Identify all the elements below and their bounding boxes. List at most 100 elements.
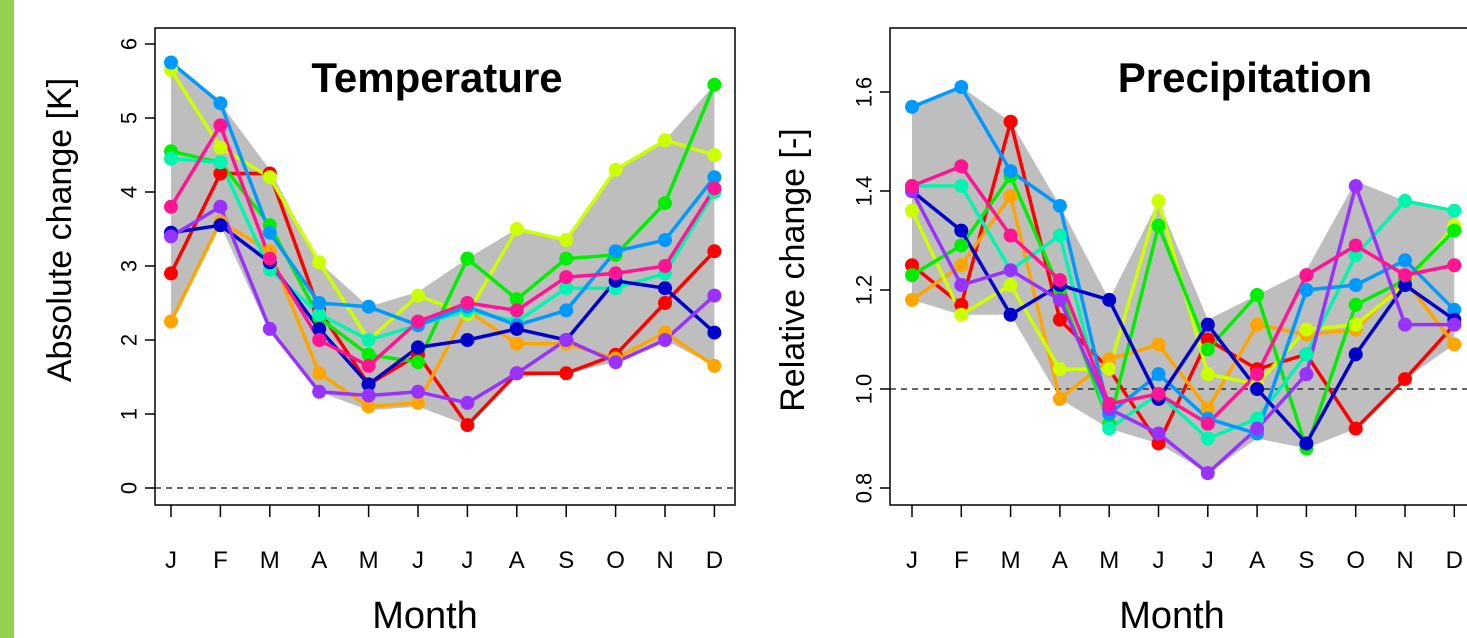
series-point bbox=[312, 333, 327, 347]
series-line-4 bbox=[911, 174, 1456, 451]
series-point bbox=[509, 336, 524, 351]
series-point bbox=[1447, 317, 1462, 332]
y-tick-label: 0.8 bbox=[852, 473, 877, 504]
series-point bbox=[1348, 179, 1363, 194]
series-point bbox=[509, 366, 524, 381]
series-point bbox=[1200, 367, 1215, 382]
series-point bbox=[262, 321, 277, 336]
series-line-6 bbox=[911, 85, 1456, 436]
series-point bbox=[658, 196, 672, 211]
series-point bbox=[411, 384, 425, 399]
x-tick-label: F bbox=[213, 547, 228, 574]
series-point bbox=[954, 80, 969, 95]
series-line-7 bbox=[170, 223, 716, 387]
series-point bbox=[1003, 164, 1018, 179]
series-line-6 bbox=[169, 61, 716, 327]
series-line-8 bbox=[170, 205, 716, 405]
series-point bbox=[1299, 322, 1314, 337]
series-point bbox=[460, 333, 475, 347]
x-tick-label: A bbox=[509, 547, 525, 574]
series-point bbox=[460, 418, 475, 433]
series-point bbox=[361, 388, 376, 403]
y-tick-label: 3 bbox=[117, 260, 142, 272]
series-point bbox=[312, 307, 327, 322]
series-point bbox=[1151, 193, 1166, 208]
x-tick-label: O bbox=[1346, 547, 1365, 574]
series-point bbox=[1102, 292, 1117, 307]
plot-area bbox=[155, 55, 735, 489]
series-point bbox=[1003, 114, 1018, 129]
series-point bbox=[1151, 426, 1166, 441]
series-point bbox=[213, 96, 228, 111]
range-band bbox=[912, 87, 1455, 474]
series-point bbox=[164, 314, 178, 329]
series-point bbox=[608, 162, 623, 177]
series-point bbox=[608, 355, 623, 370]
series-point bbox=[1250, 421, 1265, 436]
x-tick-label: M bbox=[1001, 547, 1021, 574]
series-point bbox=[658, 259, 672, 273]
series-point bbox=[312, 255, 327, 270]
x-tick-label: N bbox=[656, 547, 673, 574]
series-point bbox=[213, 118, 228, 133]
series-point bbox=[312, 384, 327, 399]
series-point bbox=[905, 268, 919, 283]
x-tick-label: D bbox=[1446, 547, 1463, 574]
y-tick-label: 1.4 bbox=[852, 176, 877, 207]
series-point bbox=[1250, 317, 1265, 332]
series-point bbox=[1102, 396, 1117, 411]
x-axis-label: Month bbox=[372, 595, 478, 637]
x-tick-label: O bbox=[606, 547, 625, 574]
series-point bbox=[707, 358, 722, 373]
series-point bbox=[164, 199, 178, 214]
series-point bbox=[1102, 352, 1117, 367]
series-point bbox=[1151, 436, 1166, 451]
series-point bbox=[954, 223, 969, 238]
series-point bbox=[460, 296, 475, 310]
series-point bbox=[658, 333, 672, 347]
series-point bbox=[1447, 302, 1462, 317]
series-point bbox=[213, 166, 228, 181]
series-point bbox=[509, 321, 524, 336]
series-point bbox=[1102, 362, 1117, 377]
series-point bbox=[905, 258, 919, 273]
series-point bbox=[1299, 436, 1314, 451]
series-point bbox=[707, 148, 722, 162]
series-line-8 bbox=[910, 184, 1455, 475]
series-point bbox=[559, 366, 574, 381]
x-tick-label: A bbox=[1052, 547, 1068, 574]
series-point bbox=[213, 218, 228, 233]
series-line-1 bbox=[910, 119, 1456, 446]
series-point bbox=[1447, 203, 1462, 218]
series-point bbox=[164, 229, 178, 244]
series-point bbox=[164, 151, 178, 166]
x-tick-label: S bbox=[558, 547, 574, 574]
series-point bbox=[1003, 263, 1018, 278]
series-point bbox=[213, 199, 228, 214]
series-line-2 bbox=[910, 194, 1456, 411]
series-point bbox=[1398, 253, 1412, 268]
series-point bbox=[1200, 466, 1215, 481]
y-tick-label: 1.2 bbox=[852, 275, 877, 306]
series-point bbox=[1200, 317, 1215, 332]
x-tick-label: J bbox=[461, 547, 473, 574]
series-point bbox=[559, 251, 574, 266]
y-tick-label: 5 bbox=[117, 112, 142, 124]
series-line-3 bbox=[169, 68, 715, 342]
chart-panel-2: 0.8 1.0 1.2 1.4 1.6 J F M A M J J A S O N D Precipitation… bbox=[774, 27, 1467, 637]
series-point bbox=[361, 399, 376, 414]
series-point bbox=[954, 179, 969, 194]
series-point bbox=[411, 314, 425, 329]
series-point bbox=[1003, 278, 1018, 293]
series-point bbox=[1052, 228, 1067, 243]
x-tick-label: J bbox=[1202, 547, 1214, 574]
series-point bbox=[707, 288, 722, 303]
series-point bbox=[1398, 268, 1412, 283]
series-line-9 bbox=[911, 164, 1455, 426]
y-tick-label: 1.6 bbox=[852, 77, 877, 108]
series-point bbox=[608, 266, 623, 281]
series-point bbox=[1200, 431, 1215, 446]
y-tick-label: 1 bbox=[117, 408, 142, 420]
series-point bbox=[1398, 317, 1412, 332]
series-point bbox=[707, 77, 722, 92]
